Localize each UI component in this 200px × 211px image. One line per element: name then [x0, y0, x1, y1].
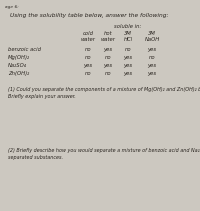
- Text: yes: yes: [123, 71, 133, 76]
- Text: cold: cold: [83, 31, 94, 36]
- Text: Na₂SO₄: Na₂SO₄: [8, 63, 27, 68]
- Text: yes: yes: [147, 71, 157, 76]
- Text: yes: yes: [103, 47, 113, 52]
- Text: age 6:: age 6:: [5, 5, 19, 9]
- Text: hot: hot: [104, 31, 112, 36]
- Text: benzoic acid: benzoic acid: [8, 47, 41, 52]
- Text: yes: yes: [147, 47, 157, 52]
- Text: (2) Briefly describe how you would separate a mixture of benzoic acid and Na₂SO₄: (2) Briefly describe how you would separ…: [8, 148, 200, 160]
- Text: HCl: HCl: [123, 37, 133, 42]
- Text: no: no: [149, 55, 155, 60]
- Text: yes: yes: [103, 63, 113, 68]
- Text: water: water: [101, 37, 115, 42]
- Text: no: no: [105, 55, 111, 60]
- Text: no: no: [105, 71, 111, 76]
- Text: yes: yes: [123, 55, 133, 60]
- Text: Using the solubility table below, answer the following:: Using the solubility table below, answer…: [10, 13, 168, 18]
- Text: yes: yes: [83, 63, 93, 68]
- Text: (1) Could you separate the components of a mixture of Mg(OH)₂ and Zn(OH)₂ by usi: (1) Could you separate the components of…: [8, 87, 200, 99]
- Text: water: water: [81, 37, 95, 42]
- Text: 3M: 3M: [148, 31, 156, 36]
- Text: no: no: [85, 47, 91, 52]
- Text: no: no: [125, 47, 131, 52]
- Text: 3M: 3M: [124, 31, 132, 36]
- Text: NaOH: NaOH: [144, 37, 160, 42]
- Text: Zn(OH)₂: Zn(OH)₂: [8, 71, 29, 76]
- Text: yes: yes: [147, 63, 157, 68]
- Text: no: no: [85, 71, 91, 76]
- Text: yes: yes: [123, 63, 133, 68]
- Text: soluble in:: soluble in:: [114, 24, 142, 29]
- Text: Mg(OH)₂: Mg(OH)₂: [8, 55, 30, 60]
- Text: no: no: [85, 55, 91, 60]
